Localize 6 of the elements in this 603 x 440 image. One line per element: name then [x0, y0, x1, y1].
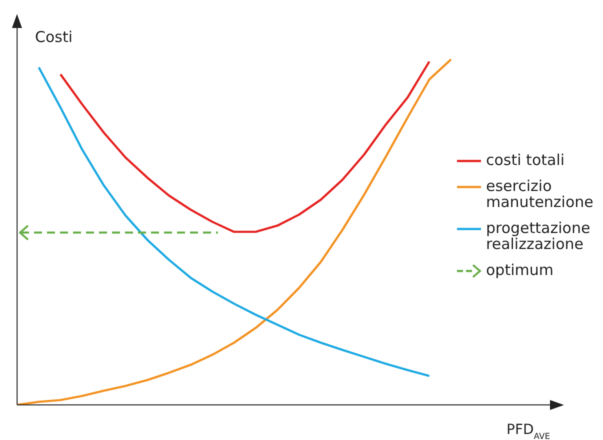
- legend-label: costi totali: [486, 151, 566, 169]
- legend-label: progettazione realizzazione: [486, 219, 592, 253]
- y-axis-title: Costi: [35, 28, 73, 46]
- legend-label: optimum: [486, 261, 554, 279]
- x-axis-title: PFD$_{AVE}$: [506, 422, 550, 440]
- legend-label: esercizio manutenzione: [486, 177, 594, 211]
